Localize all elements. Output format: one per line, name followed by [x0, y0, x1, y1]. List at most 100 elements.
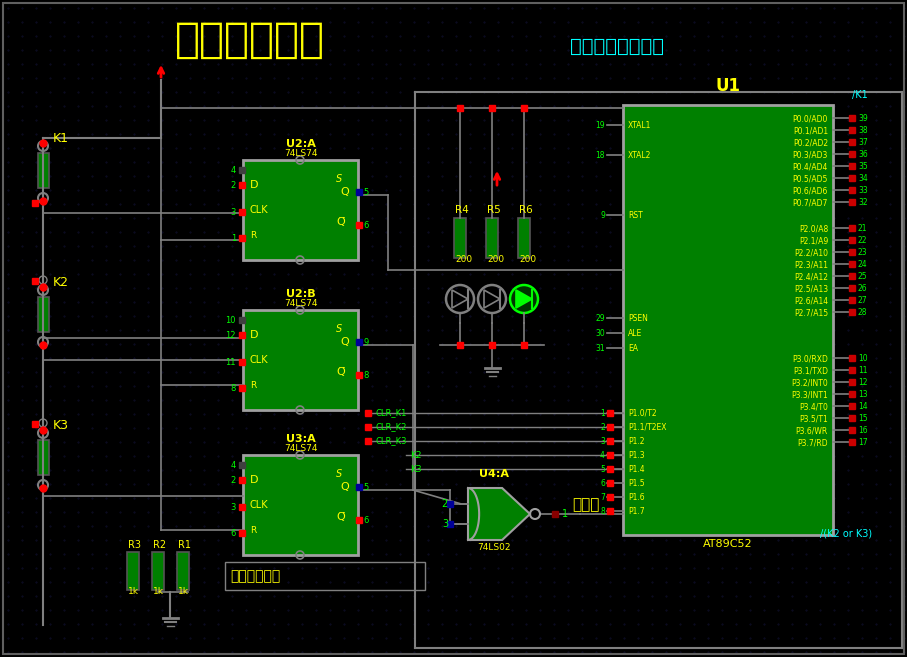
- Bar: [607, 480, 613, 486]
- Text: 14: 14: [858, 402, 868, 411]
- Text: 11: 11: [226, 358, 236, 367]
- Bar: [849, 273, 855, 279]
- Text: /(K2 or K3): /(K2 or K3): [820, 529, 873, 539]
- Text: 多路外部中断: 多路外部中断: [175, 19, 325, 61]
- Text: Q̅: Q̅: [336, 367, 345, 377]
- Bar: [849, 309, 855, 315]
- Bar: [486, 218, 498, 258]
- Bar: [239, 235, 245, 241]
- Bar: [521, 342, 527, 348]
- Bar: [239, 530, 245, 536]
- Text: ALE: ALE: [628, 329, 642, 338]
- Bar: [243, 160, 358, 260]
- Text: Q: Q: [340, 337, 349, 347]
- Text: 3: 3: [600, 437, 605, 446]
- Text: P0.3/AD3: P0.3/AD3: [793, 150, 828, 159]
- Text: P1.0/T2: P1.0/T2: [628, 409, 657, 418]
- Bar: [489, 105, 495, 111]
- Text: 74LS74: 74LS74: [284, 299, 317, 308]
- Text: P1.7: P1.7: [628, 507, 645, 516]
- Bar: [849, 415, 855, 421]
- Text: D: D: [250, 180, 258, 190]
- Bar: [243, 455, 358, 555]
- Text: 18: 18: [596, 151, 605, 160]
- Bar: [849, 127, 855, 133]
- Bar: [607, 466, 613, 472]
- Text: 28: 28: [858, 308, 867, 317]
- Bar: [239, 504, 245, 510]
- Text: 200: 200: [487, 255, 504, 264]
- Text: P2.2/A10: P2.2/A10: [794, 248, 828, 257]
- Text: 9: 9: [600, 211, 605, 220]
- Bar: [607, 410, 613, 416]
- Text: P0.5/AD5: P0.5/AD5: [793, 174, 828, 183]
- Bar: [447, 501, 453, 507]
- Text: 29: 29: [595, 314, 605, 323]
- Text: U3:A: U3:A: [286, 434, 316, 444]
- Text: 22: 22: [858, 236, 867, 245]
- Polygon shape: [516, 290, 532, 308]
- Text: 74LS74: 74LS74: [284, 444, 317, 453]
- Bar: [127, 552, 139, 590]
- Bar: [239, 385, 245, 391]
- Text: U2:B: U2:B: [286, 289, 316, 299]
- Bar: [356, 222, 362, 228]
- Bar: [849, 285, 855, 291]
- Text: S: S: [336, 469, 342, 479]
- Text: 24: 24: [858, 260, 868, 269]
- Text: 37: 37: [858, 138, 868, 147]
- Text: P1.6: P1.6: [628, 493, 645, 502]
- Bar: [607, 452, 613, 458]
- Text: R6: R6: [519, 205, 532, 215]
- Bar: [849, 379, 855, 385]
- Bar: [365, 424, 371, 430]
- Text: 32: 32: [858, 198, 868, 207]
- Text: CLK: CLK: [250, 500, 268, 510]
- Text: 3: 3: [230, 208, 236, 217]
- Bar: [239, 477, 245, 483]
- Text: EA: EA: [628, 344, 638, 353]
- Bar: [239, 182, 245, 188]
- Bar: [607, 424, 613, 430]
- Text: Q: Q: [340, 187, 349, 197]
- Bar: [849, 249, 855, 255]
- Text: 5: 5: [363, 188, 368, 197]
- Text: 19: 19: [595, 121, 605, 130]
- Text: U4:A: U4:A: [479, 469, 509, 479]
- Bar: [849, 391, 855, 397]
- Bar: [849, 187, 855, 193]
- Text: 硬件消抖电路: 硬件消抖电路: [230, 569, 280, 583]
- Text: CLK: CLK: [250, 355, 268, 365]
- Text: Q̅: Q̅: [336, 512, 345, 522]
- Bar: [356, 339, 362, 345]
- Text: 35: 35: [858, 162, 868, 171]
- Bar: [177, 552, 189, 590]
- Bar: [623, 105, 833, 535]
- Bar: [356, 189, 362, 195]
- Text: K3: K3: [410, 465, 422, 474]
- Text: 34: 34: [858, 174, 868, 183]
- Text: R5: R5: [487, 205, 501, 215]
- Bar: [849, 237, 855, 243]
- Text: P2.1/A9: P2.1/A9: [799, 236, 828, 245]
- Text: 7: 7: [600, 493, 605, 502]
- Text: P0.6/AD6: P0.6/AD6: [793, 186, 828, 195]
- Text: P1.4: P1.4: [628, 465, 645, 474]
- Text: D: D: [250, 330, 258, 340]
- Bar: [607, 508, 613, 514]
- Bar: [849, 175, 855, 181]
- Text: 8: 8: [230, 384, 236, 393]
- Text: P3.3/INT1: P3.3/INT1: [791, 390, 828, 399]
- Text: CLR_K2: CLR_K2: [375, 422, 406, 431]
- Text: R3: R3: [128, 540, 141, 550]
- Bar: [365, 410, 371, 416]
- Text: XTAL1: XTAL1: [628, 121, 651, 130]
- Text: P0.1/AD1: P0.1/AD1: [793, 126, 828, 135]
- Bar: [607, 438, 613, 444]
- Bar: [239, 317, 245, 323]
- Text: 设计者：做而论道: 设计者：做而论道: [570, 37, 664, 56]
- Bar: [849, 115, 855, 121]
- Bar: [849, 297, 855, 303]
- Bar: [152, 552, 164, 590]
- Text: 4: 4: [600, 451, 605, 460]
